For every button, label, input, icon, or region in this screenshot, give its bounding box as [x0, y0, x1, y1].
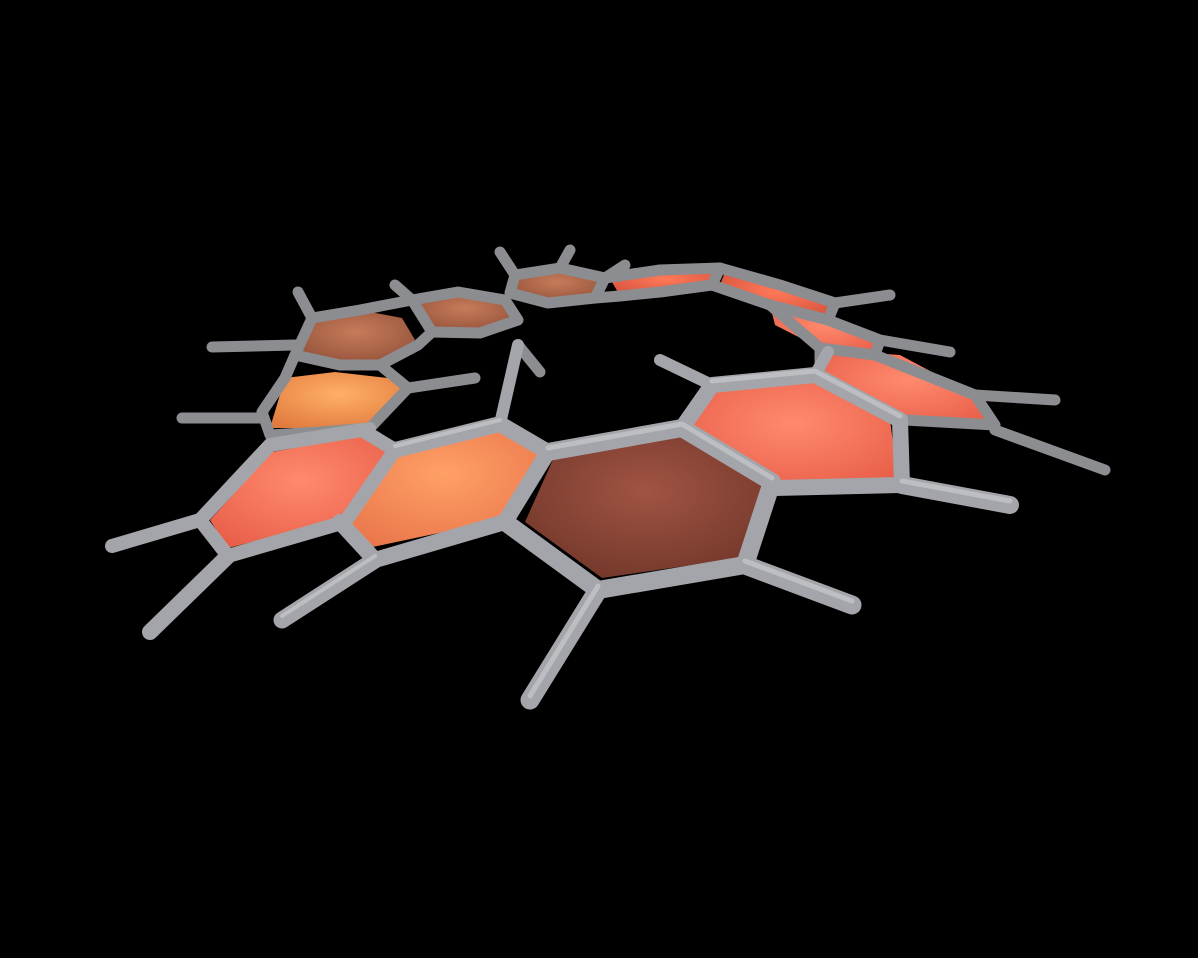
- h-bond: [292, 286, 318, 324]
- bond-link: [494, 339, 524, 430]
- h-bond: [969, 389, 1061, 406]
- bond-link: [356, 422, 376, 436]
- h-bond: [494, 246, 521, 281]
- highlight-h: [899, 478, 1013, 504]
- h-bond: [273, 551, 384, 629]
- bond-top-ring-3: [706, 262, 841, 326]
- bond-front-center-ring: [496, 419, 781, 599]
- bond-ul-ring-3: [256, 349, 414, 441]
- h-bond: [829, 289, 896, 309]
- back-rings: [270, 268, 995, 428]
- bond-link: [654, 354, 718, 391]
- h-bond: [735, 555, 862, 615]
- h-bond: [989, 424, 1111, 476]
- bond-highlights: [280, 368, 1013, 699]
- h-bond: [554, 244, 576, 274]
- ring-right-2: [820, 350, 995, 425]
- h-bond: [874, 334, 956, 358]
- highlight-right: [709, 368, 903, 419]
- bond-ul-ring-2: [289, 294, 438, 371]
- back-bonds: [176, 244, 1111, 476]
- ring-front-left: [210, 436, 392, 548]
- h-bond: [402, 372, 481, 394]
- ring-front-center: [525, 433, 768, 578]
- h-bond: [105, 513, 207, 553]
- ring-upper-left-2: [295, 310, 418, 365]
- highlight-h: [742, 558, 855, 604]
- h-bond: [893, 476, 1019, 514]
- h-bond: [206, 339, 301, 353]
- ring-top-3: [718, 272, 835, 320]
- highlight-lc: [393, 418, 502, 448]
- h-bond: [599, 259, 631, 284]
- bond-front-right-ring: [674, 367, 910, 496]
- h-bond: [389, 279, 418, 306]
- highlight-h: [527, 583, 601, 699]
- highlight-h: [280, 554, 377, 618]
- highlight-center: [545, 421, 775, 481]
- h-bond: [142, 548, 236, 640]
- ring-upper-left-3: [270, 372, 408, 428]
